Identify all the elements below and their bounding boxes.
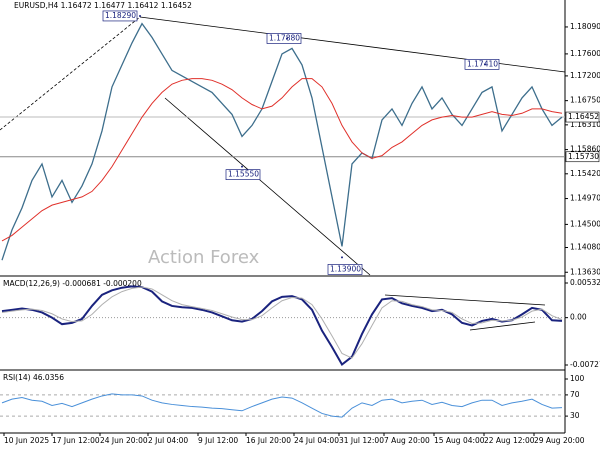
x-tick-label: 24 Jul 04:00 <box>294 436 339 445</box>
y-tick-label: 1.14500 <box>570 219 600 228</box>
watermark: Action Forex <box>148 247 260 268</box>
panel-title: MACD(12,26,9) -0.000681 -0.000200 <box>3 279 142 288</box>
x-tick-label: 9 Jul 12:00 <box>198 436 238 445</box>
level-label-box <box>565 151 600 163</box>
annotation-label: 1.17410 <box>467 59 498 68</box>
annotation-marker <box>241 165 243 168</box>
level-label: 1.15730 <box>568 152 599 161</box>
y-tick-label: 1.17600 <box>570 49 600 58</box>
annotation-label: 1.15550 <box>228 170 259 179</box>
trendline <box>384 294 546 306</box>
x-tick-label: 24 Jun 20:00 <box>100 436 148 445</box>
series-line <box>1 78 563 242</box>
level-label: 1.16452 <box>568 112 599 121</box>
annotation-label: 1.13900 <box>330 264 361 273</box>
annotation-label: 1.17880 <box>269 34 300 43</box>
trendline <box>164 97 371 276</box>
y-tick-label: 1.15420 <box>570 169 600 178</box>
x-tick-label: 7 Aug 20:00 <box>384 436 430 445</box>
y-tick-label: 1.14080 <box>570 243 600 252</box>
y-tick-label: 1.17200 <box>570 71 600 80</box>
annotation-marker <box>341 256 343 259</box>
series-line <box>1 285 563 367</box>
annotation-box <box>464 58 500 70</box>
annotation-box <box>225 169 261 180</box>
annotation-label: 1.18290 <box>105 11 136 20</box>
x-tick-label: 2 Jul 04:00 <box>148 436 188 445</box>
annotation-box <box>102 10 138 22</box>
series-line <box>1 22 563 261</box>
y-tick-label: 70 <box>570 390 580 399</box>
x-tick-label: 16 Jul 20:00 <box>246 436 291 445</box>
x-tick-label: 31 Jul 12:00 <box>339 436 384 445</box>
chart-title: EURUSD,H4 1.16472 1.16477 1.16412 1.1645… <box>14 1 192 10</box>
y-tick-label: 1.16750 <box>570 96 600 105</box>
x-tick-label: 22 Aug 12:00 <box>484 436 535 445</box>
y-tick-label: 1.15860 <box>570 145 600 154</box>
y-tick-label: 1.13630 <box>570 267 600 276</box>
y-tick-label: 30 <box>570 411 580 420</box>
panel-title: RSI(14) 46.0356 <box>3 373 64 382</box>
annotation-box <box>266 33 302 44</box>
y-tick-label: 0.005323 <box>570 278 600 287</box>
annotation-marker <box>139 14 141 17</box>
x-tick-label: 10 Jun 2025 <box>4 436 49 445</box>
y-tick-label: 1.16310 <box>570 120 600 129</box>
y-tick-label: 1.14970 <box>570 194 600 203</box>
y-tick-label: 100 <box>570 374 585 383</box>
series-line <box>1 393 563 418</box>
x-tick-label: 17 Jun 12:00 <box>52 436 100 445</box>
y-tick-label: -0.007273 <box>570 360 600 369</box>
x-tick-label: 15 Aug 04:00 <box>434 436 485 445</box>
annotation-box <box>327 264 363 275</box>
x-tick-label: 29 Aug 20:00 <box>534 436 585 445</box>
annotation-marker <box>484 63 486 66</box>
y-tick-label: 0.00 <box>570 313 587 322</box>
annotation-marker <box>286 37 288 40</box>
series-line <box>1 286 563 359</box>
trendline <box>469 321 536 331</box>
level-label-box <box>565 111 600 123</box>
y-tick-label: 1.18090 <box>570 22 600 31</box>
